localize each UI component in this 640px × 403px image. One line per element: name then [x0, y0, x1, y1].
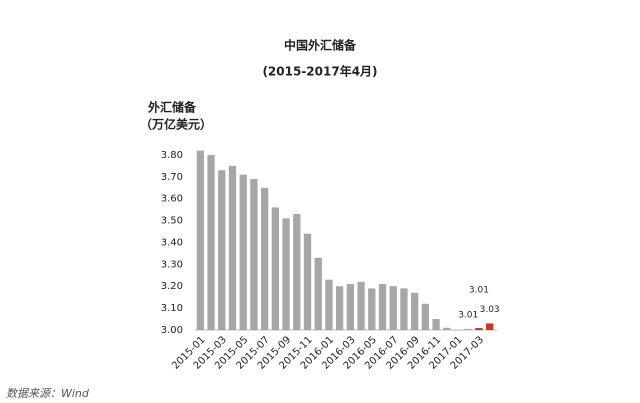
bar [421, 303, 429, 330]
bar [400, 288, 408, 330]
bar [303, 233, 312, 330]
bar [411, 292, 419, 330]
bar [218, 170, 226, 330]
y-tick-label: 3.30 [161, 259, 183, 270]
bar [293, 214, 301, 330]
bar [486, 323, 494, 330]
bar [378, 284, 387, 330]
bar [368, 288, 376, 330]
bar [196, 150, 204, 330]
bar [357, 281, 365, 330]
source-note: 数据来源：Wind [6, 387, 90, 400]
y-tick-label: 3.70 [161, 172, 183, 183]
bar [336, 286, 344, 330]
bar [261, 187, 269, 330]
bar [475, 328, 483, 330]
y-tick-label: 3.60 [161, 194, 183, 205]
data-label: 3.03 [480, 305, 500, 315]
bar [271, 207, 279, 330]
bar [282, 218, 290, 330]
bar [325, 279, 333, 330]
bar [389, 286, 397, 330]
bar [443, 327, 451, 330]
chart-subtitle: (2015-2017年4月) [262, 64, 377, 79]
y-tick-label: 3.40 [161, 237, 183, 248]
bar [453, 330, 462, 331]
bar [464, 328, 472, 330]
bar [314, 257, 322, 330]
bar [432, 319, 440, 330]
chart-title: 中国外汇储备 [284, 38, 357, 53]
y-tick-label: 3.00 [161, 325, 183, 336]
y-axis-label: 外汇储备 [148, 100, 197, 115]
bar [228, 165, 237, 330]
y-tick-label: 3.20 [161, 281, 183, 292]
y-tick-label: 3.50 [161, 216, 183, 227]
data-label: 3.01 [458, 310, 478, 320]
bar [250, 179, 258, 330]
bar [346, 284, 354, 330]
y-axis-label: （万亿美元） [140, 117, 212, 132]
y-tick-label: 3.80 [161, 150, 183, 161]
bar [239, 174, 247, 330]
bar [207, 154, 215, 330]
data-label: 3.01 [469, 286, 489, 296]
y-tick-label: 3.10 [161, 303, 183, 314]
